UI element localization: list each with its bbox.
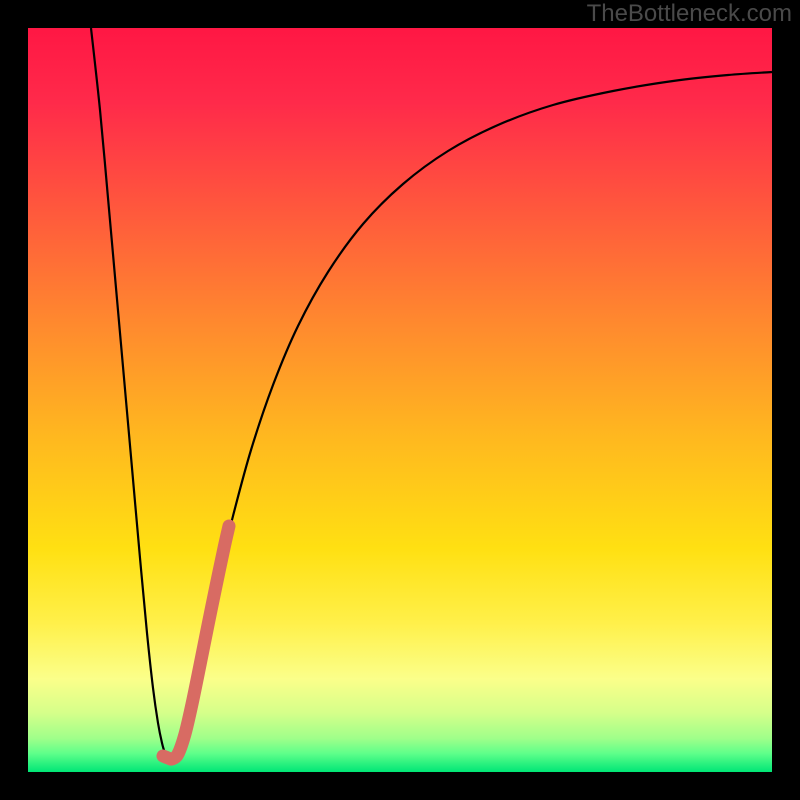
chart-frame: TheBottleneck.com: [0, 0, 800, 800]
bottleneck-highlight-segment: [163, 526, 229, 759]
bottleneck-black-curve: [91, 28, 772, 759]
curve-layer: [28, 28, 772, 772]
plot-area: [28, 28, 772, 772]
watermark-text: TheBottleneck.com: [587, 0, 792, 28]
